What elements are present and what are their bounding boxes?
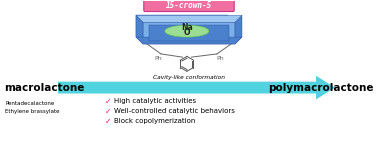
- Polygon shape: [143, 22, 235, 44]
- Polygon shape: [136, 37, 242, 44]
- Ellipse shape: [165, 25, 209, 37]
- Text: Ph: Ph: [154, 56, 162, 61]
- Text: Cavity-like conformation: Cavity-like conformation: [153, 75, 225, 80]
- Polygon shape: [235, 15, 242, 44]
- Polygon shape: [149, 25, 229, 41]
- Polygon shape: [136, 15, 242, 22]
- Text: ✓: ✓: [105, 97, 112, 106]
- FancyBboxPatch shape: [144, 0, 234, 12]
- Text: High catalytic activities: High catalytic activities: [114, 98, 196, 104]
- Text: ✓: ✓: [105, 117, 112, 126]
- Text: Pentadecalactone: Pentadecalactone: [5, 101, 54, 106]
- Text: Na: Na: [181, 23, 193, 32]
- Text: Well-controlled catalytic behaviors: Well-controlled catalytic behaviors: [114, 108, 235, 114]
- Text: Block copolymerization: Block copolymerization: [114, 118, 195, 124]
- Text: macrolactone: macrolactone: [4, 83, 84, 93]
- Text: Ethylene brassylate: Ethylene brassylate: [5, 109, 59, 114]
- Polygon shape: [136, 15, 228, 37]
- Text: Ph: Ph: [216, 56, 224, 61]
- Text: polymacrolactone: polymacrolactone: [268, 83, 374, 93]
- Polygon shape: [58, 76, 335, 99]
- Polygon shape: [136, 15, 143, 44]
- Text: O: O: [184, 28, 190, 37]
- Text: 15-crown-5: 15-crown-5: [166, 1, 212, 10]
- Text: ✓: ✓: [105, 107, 112, 116]
